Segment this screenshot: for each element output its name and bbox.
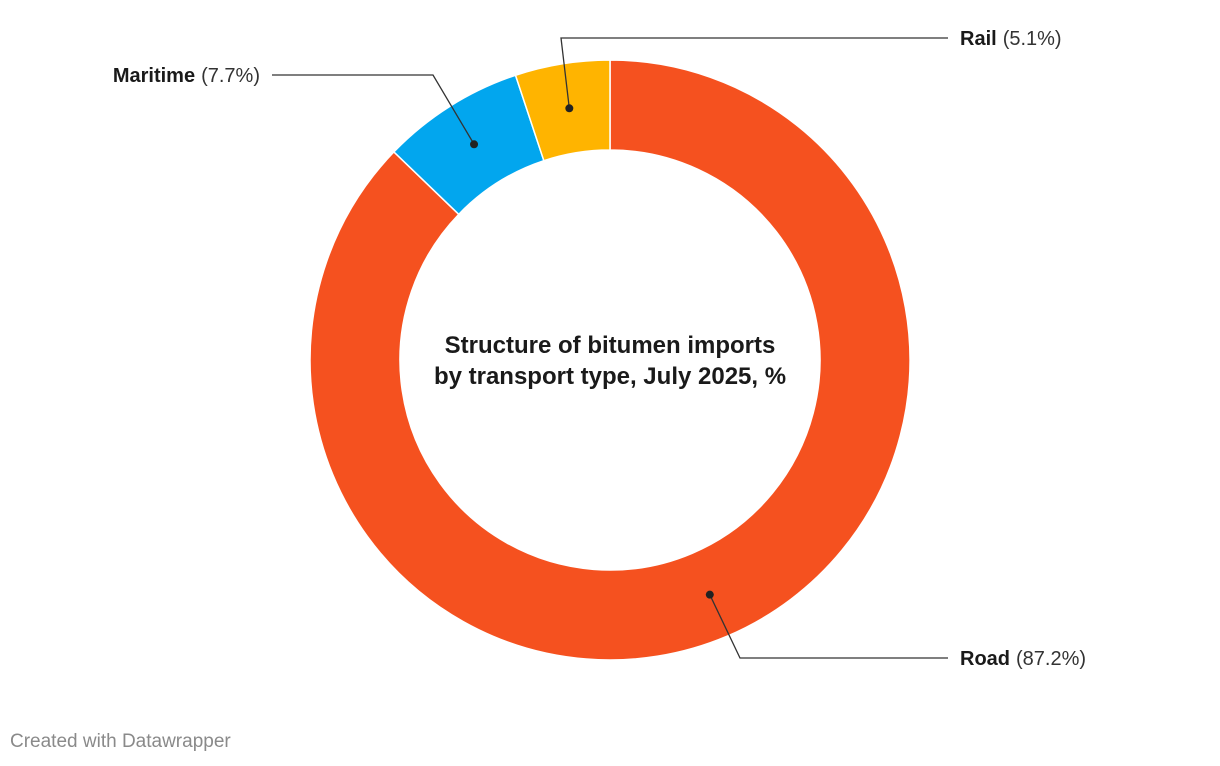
- slice-label-road: Road (87.2%): [960, 648, 1086, 670]
- leader-dot-rail: [565, 104, 574, 113]
- slice-label-value-road: (87.2%): [1016, 648, 1086, 670]
- slice-label-value-rail: (5.1%): [1003, 28, 1062, 50]
- slice-label-value-maritime: (7.7%): [201, 65, 260, 87]
- slice-road: [309, 59, 911, 661]
- leader-line-maritime: [272, 74, 475, 145]
- slice-label-rail: Rail (5.1%): [960, 28, 1062, 50]
- chart-title: Structure of bitumen imports by transpor…: [433, 332, 787, 390]
- slices-layer: [309, 59, 911, 661]
- leader-dot-road: [705, 590, 714, 599]
- slice-label-maritime: Maritime (7.7%): [113, 65, 260, 87]
- labels-layer: Road (87.2%) Maritime (7.7%) Rail (5.1%): [113, 28, 1086, 670]
- slice-rail: [514, 59, 611, 162]
- leader-dot-maritime: [470, 140, 479, 149]
- leaders-layer: [272, 37, 948, 659]
- slice-label-name-rail: Rail: [960, 28, 997, 50]
- leader-line-road: [709, 594, 948, 659]
- slice-label-name-maritime: Maritime: [113, 65, 195, 87]
- leader-line-rail: [560, 37, 948, 109]
- slice-label-name-road: Road: [960, 648, 1010, 670]
- footer-credit: Created with Datawrapper: [10, 731, 231, 752]
